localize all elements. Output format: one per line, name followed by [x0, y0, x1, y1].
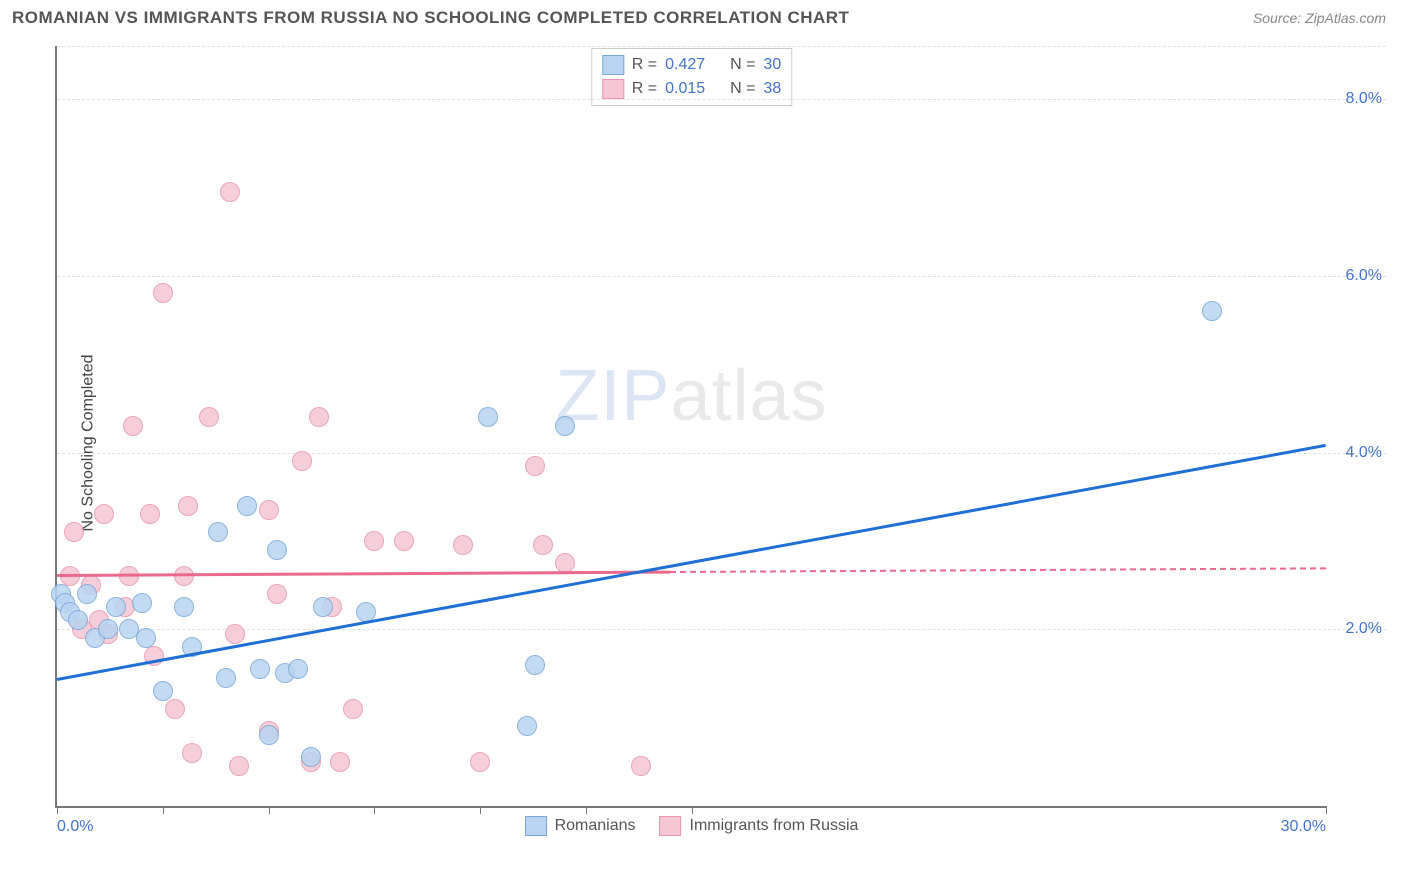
y-tick-label: 6.0%: [1346, 267, 1382, 285]
x-tick: [57, 806, 58, 814]
data-point: [555, 553, 575, 573]
plot-region: ZIPatlas R = 0.427 N = 30 R = 0.015 N = …: [55, 46, 1326, 808]
data-point: [525, 456, 545, 476]
data-point: [136, 628, 156, 648]
data-point: [220, 182, 240, 202]
x-tick-label: 30.0%: [1281, 818, 1326, 836]
trend-line: [57, 571, 670, 577]
data-point: [309, 407, 329, 427]
data-point: [288, 659, 308, 679]
data-point: [364, 531, 384, 551]
data-point: [178, 496, 198, 516]
data-point: [94, 504, 114, 524]
data-point: [153, 681, 173, 701]
x-tick: [586, 806, 587, 814]
gridline: [57, 453, 1386, 454]
data-point: [313, 597, 333, 617]
x-tick: [692, 806, 693, 814]
data-point: [216, 668, 236, 688]
data-point: [453, 535, 473, 555]
x-tick: [269, 806, 270, 814]
x-tick-label: 0.0%: [57, 818, 93, 836]
data-point: [301, 747, 321, 767]
chart-header: ROMANIAN VS IMMIGRANTS FROM RUSSIA NO SC…: [0, 0, 1406, 38]
data-point: [165, 699, 185, 719]
chart-title: ROMANIAN VS IMMIGRANTS FROM RUSSIA NO SC…: [12, 8, 849, 28]
gridline: [57, 276, 1386, 277]
data-point: [330, 752, 350, 772]
swatch-russia: [602, 79, 624, 99]
x-tick: [480, 806, 481, 814]
data-point: [106, 597, 126, 617]
data-point: [478, 407, 498, 427]
data-point: [64, 522, 84, 542]
y-tick-label: 4.0%: [1346, 444, 1382, 462]
series-legend: Romanians Immigrants from Russia: [525, 816, 859, 836]
legend-item-russia: Immigrants from Russia: [660, 816, 859, 836]
data-point: [1202, 301, 1222, 321]
data-point: [98, 619, 118, 639]
data-point: [250, 659, 270, 679]
gridline: [57, 629, 1386, 630]
data-point: [174, 597, 194, 617]
x-tick: [374, 806, 375, 814]
data-point: [68, 610, 88, 630]
gridline: [57, 99, 1386, 100]
trend-line: [670, 567, 1326, 573]
legend-row-russia: R = 0.015 N = 38: [602, 77, 781, 101]
data-point: [229, 756, 249, 776]
chart-source: Source: ZipAtlas.com: [1253, 10, 1386, 26]
data-point: [77, 584, 97, 604]
data-point: [394, 531, 414, 551]
gridline: [57, 46, 1386, 47]
y-tick-label: 2.0%: [1346, 620, 1382, 638]
legend-row-romanians: R = 0.427 N = 30: [602, 53, 781, 77]
data-point: [533, 535, 553, 555]
x-tick: [1326, 806, 1327, 814]
data-point: [132, 593, 152, 613]
data-point: [140, 504, 160, 524]
data-point: [182, 743, 202, 763]
data-point: [208, 522, 228, 542]
data-point: [259, 725, 279, 745]
data-point: [517, 716, 537, 736]
watermark: ZIPatlas: [555, 355, 827, 437]
data-point: [343, 699, 363, 719]
data-point: [525, 655, 545, 675]
data-point: [631, 756, 651, 776]
data-point: [259, 500, 279, 520]
swatch-romanians-2: [525, 816, 547, 836]
data-point: [267, 540, 287, 560]
data-point: [123, 416, 143, 436]
data-point: [199, 407, 219, 427]
data-point: [267, 584, 287, 604]
x-tick: [163, 806, 164, 814]
data-point: [153, 283, 173, 303]
swatch-romanians: [602, 55, 624, 75]
data-point: [555, 416, 575, 436]
data-point: [292, 451, 312, 471]
data-point: [237, 496, 257, 516]
trend-line: [57, 444, 1327, 681]
chart-area: No Schooling Completed ZIPatlas R = 0.42…: [10, 38, 1396, 848]
data-point: [225, 624, 245, 644]
correlation-legend: R = 0.427 N = 30 R = 0.015 N = 38: [591, 48, 792, 106]
swatch-russia-2: [660, 816, 682, 836]
legend-item-romanians: Romanians: [525, 816, 636, 836]
data-point: [470, 752, 490, 772]
y-tick-label: 8.0%: [1346, 90, 1382, 108]
